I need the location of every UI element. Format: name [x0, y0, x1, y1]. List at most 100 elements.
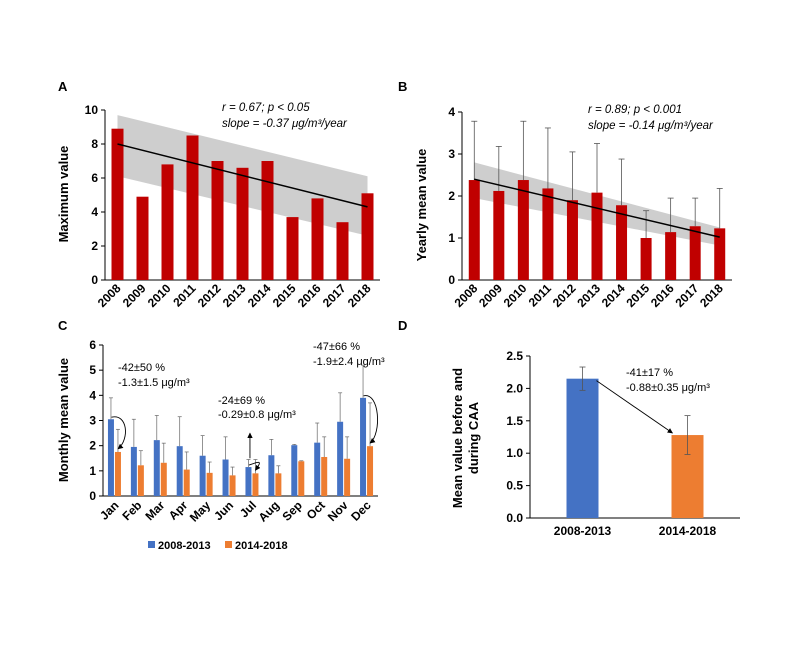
panel-c-xtick-Jan: Jan — [97, 498, 122, 523]
panel-d-ytick-label: 2.0 — [506, 381, 523, 395]
panel-b-xtick-2018: 2018 — [697, 281, 726, 310]
panel-c-bar-2014-2018-Sep — [298, 461, 305, 496]
panel-d-ytick-label: 1.0 — [506, 446, 523, 460]
panel-d-bar-2008-2013 — [566, 378, 599, 518]
panel-a: A Maximum value r = 0.67; p < 0.05 slope… — [56, 79, 380, 310]
panel-b-xtick-2015: 2015 — [623, 281, 652, 310]
panel-b-xtick-2014: 2014 — [599, 281, 628, 310]
panel-c-xtick-Nov: Nov — [325, 498, 351, 524]
panel-c-bar-2014-2018-Jan — [114, 451, 121, 496]
panel-c-ytick-label: 4 — [89, 388, 96, 402]
panel-a-xtick-2010: 2010 — [145, 281, 174, 310]
panel-b-xtick-2012: 2012 — [550, 281, 579, 310]
panel-a-bar-2016 — [311, 198, 324, 280]
panel-c-ytick-label: 1 — [89, 464, 96, 478]
panel-c-xtick-Jul: Jul — [237, 498, 259, 520]
panel-b-xtick-2008: 2008 — [452, 281, 481, 310]
panel-c-bar-2008-2013-Sep — [291, 445, 298, 496]
panel-c-bar-2014-2018-Mar — [160, 462, 167, 496]
panel-c-dec-abs: -1.9±2.4 μg/m³ — [313, 356, 385, 368]
panel-d-xtick-2014-2018: 2014-2018 — [659, 524, 717, 538]
panel-c-xtick-Aug: Aug — [256, 498, 282, 524]
panel-d-ytick-label: 1.5 — [506, 414, 523, 428]
panel-a-bar-2009 — [136, 196, 149, 280]
panel-a-xtick-2015: 2015 — [270, 281, 299, 310]
panel-c-bar-2014-2018-Nov — [344, 458, 351, 496]
panel-a-bar-2018 — [361, 193, 374, 280]
panel-a-bar-2008 — [111, 128, 124, 280]
panel-a-bar-2011 — [186, 135, 199, 280]
panel-d-xtick-2008-2013: 2008-2013 — [554, 524, 612, 538]
panel-a-xtick-2018: 2018 — [345, 281, 374, 310]
panel-b-ytick-label: 4 — [448, 105, 455, 119]
panel-c-bar-2008-2013-Dec — [360, 397, 367, 496]
panel-d: D Mean value before and during CAA -41±1… — [398, 318, 740, 538]
panel-d-change-arrow — [596, 380, 673, 434]
panel-d-ylabel-line2: during CAA — [466, 401, 481, 474]
panel-c-dec-percent: -47±66 % — [313, 341, 360, 353]
panel-a-bar-2012 — [211, 161, 224, 280]
panel-b-bar-2015 — [640, 238, 652, 280]
panel-c-bar-2008-2013-Apr — [176, 446, 183, 496]
panel-c-jul-percent: -24±69 % — [218, 395, 265, 407]
panel-c-jan-percent: -42±50 % — [118, 362, 165, 374]
panel-c-ytick-label: 3 — [89, 414, 96, 428]
panel-a-xtick-2016: 2016 — [295, 281, 324, 310]
panel-c-jan-abs: -1.3±1.5 μg/m³ — [118, 377, 190, 389]
panel-d-ytick-label: 0.5 — [506, 479, 523, 493]
panel-a-stat-r: r = 0.67; p < 0.05 — [222, 102, 310, 114]
panel-b-xtick-2017: 2017 — [673, 281, 702, 310]
panel-c-letter: C — [58, 318, 68, 333]
panel-c-legend: 2008-2013 2014-2018 — [148, 540, 288, 552]
panel-c-xtick-Dec: Dec — [348, 498, 374, 524]
panel-a-bar-2017 — [336, 222, 349, 280]
panel-b-ytick-label: 1 — [448, 231, 455, 245]
panel-b: B Yearly mean value r = 0.89; p < 0.001 … — [398, 79, 732, 310]
panel-b-bar-2009 — [493, 190, 505, 280]
panel-d-abs: -0.88±0.35 μg/m³ — [626, 382, 710, 394]
panel-d-ytick-label: 2.5 — [506, 349, 523, 363]
panel-c-xtick-Sep: Sep — [279, 498, 304, 523]
panel-a-ytick-label: 2 — [91, 239, 98, 253]
panel-b-xtick-2010: 2010 — [501, 281, 530, 310]
legend-label-2014-2018: 2014-2018 — [235, 540, 288, 552]
panel-c-bar-2014-2018-May — [206, 472, 213, 496]
panel-c-bar-2008-2013-Jan — [107, 419, 114, 496]
panel-a-ylabel: Maximum value — [56, 146, 71, 243]
panel-a-letter: A — [58, 79, 68, 94]
legend-swatch-2008-2013 — [148, 541, 155, 548]
panel-b-xtick-2009: 2009 — [476, 281, 505, 310]
panel-a-bar-2013 — [236, 167, 249, 280]
panel-b-bar-2012 — [566, 200, 578, 280]
panel-b-xtick-2016: 2016 — [648, 281, 677, 310]
panel-b-bar-2014 — [616, 205, 628, 280]
panel-b-bar-2008 — [468, 180, 480, 280]
panel-c-bar-2008-2013-Feb — [130, 446, 137, 496]
panel-a-ytick-label: 4 — [91, 205, 98, 219]
panel-a-xtick-2012: 2012 — [195, 281, 224, 310]
panel-a-ytick-label: 8 — [91, 137, 98, 151]
panel-a-ytick-label: 6 — [91, 171, 98, 185]
panel-c-change-arrow-Jan — [111, 416, 126, 450]
panel-c-bar-2008-2013-Aug — [268, 455, 275, 496]
panel-c-xtick-May: May — [187, 498, 214, 525]
panel-a-bar-2014 — [261, 161, 274, 280]
panel-c-change-arrow-Dec — [363, 395, 378, 444]
panel-c-ytick-label: 6 — [89, 338, 96, 352]
panel-c-xtick-Feb: Feb — [120, 498, 145, 523]
panel-c-bar-2014-2018-Jun — [229, 475, 236, 496]
panel-b-stat-r: r = 0.89; p < 0.001 — [588, 104, 682, 116]
panel-a-bar-2010 — [161, 164, 174, 280]
panel-b-bar-2016 — [665, 232, 677, 280]
panel-c-ytick-label: 0 — [89, 489, 96, 503]
panel-d-percent: -41±17 % — [626, 367, 673, 379]
panel-c-bar-2014-2018-Dec — [367, 446, 374, 496]
panel-b-bar-2013 — [591, 192, 603, 280]
panel-b-stat-slope: slope = -0.14 μg/m³/year — [588, 120, 714, 132]
panel-d-letter: D — [398, 318, 407, 333]
panel-b-bar-2011 — [542, 188, 554, 280]
panel-c-ytick-label: 2 — [89, 439, 96, 453]
panel-c-xtick-Oct: Oct — [304, 498, 328, 522]
panel-b-ytick-label: 0 — [448, 273, 455, 287]
